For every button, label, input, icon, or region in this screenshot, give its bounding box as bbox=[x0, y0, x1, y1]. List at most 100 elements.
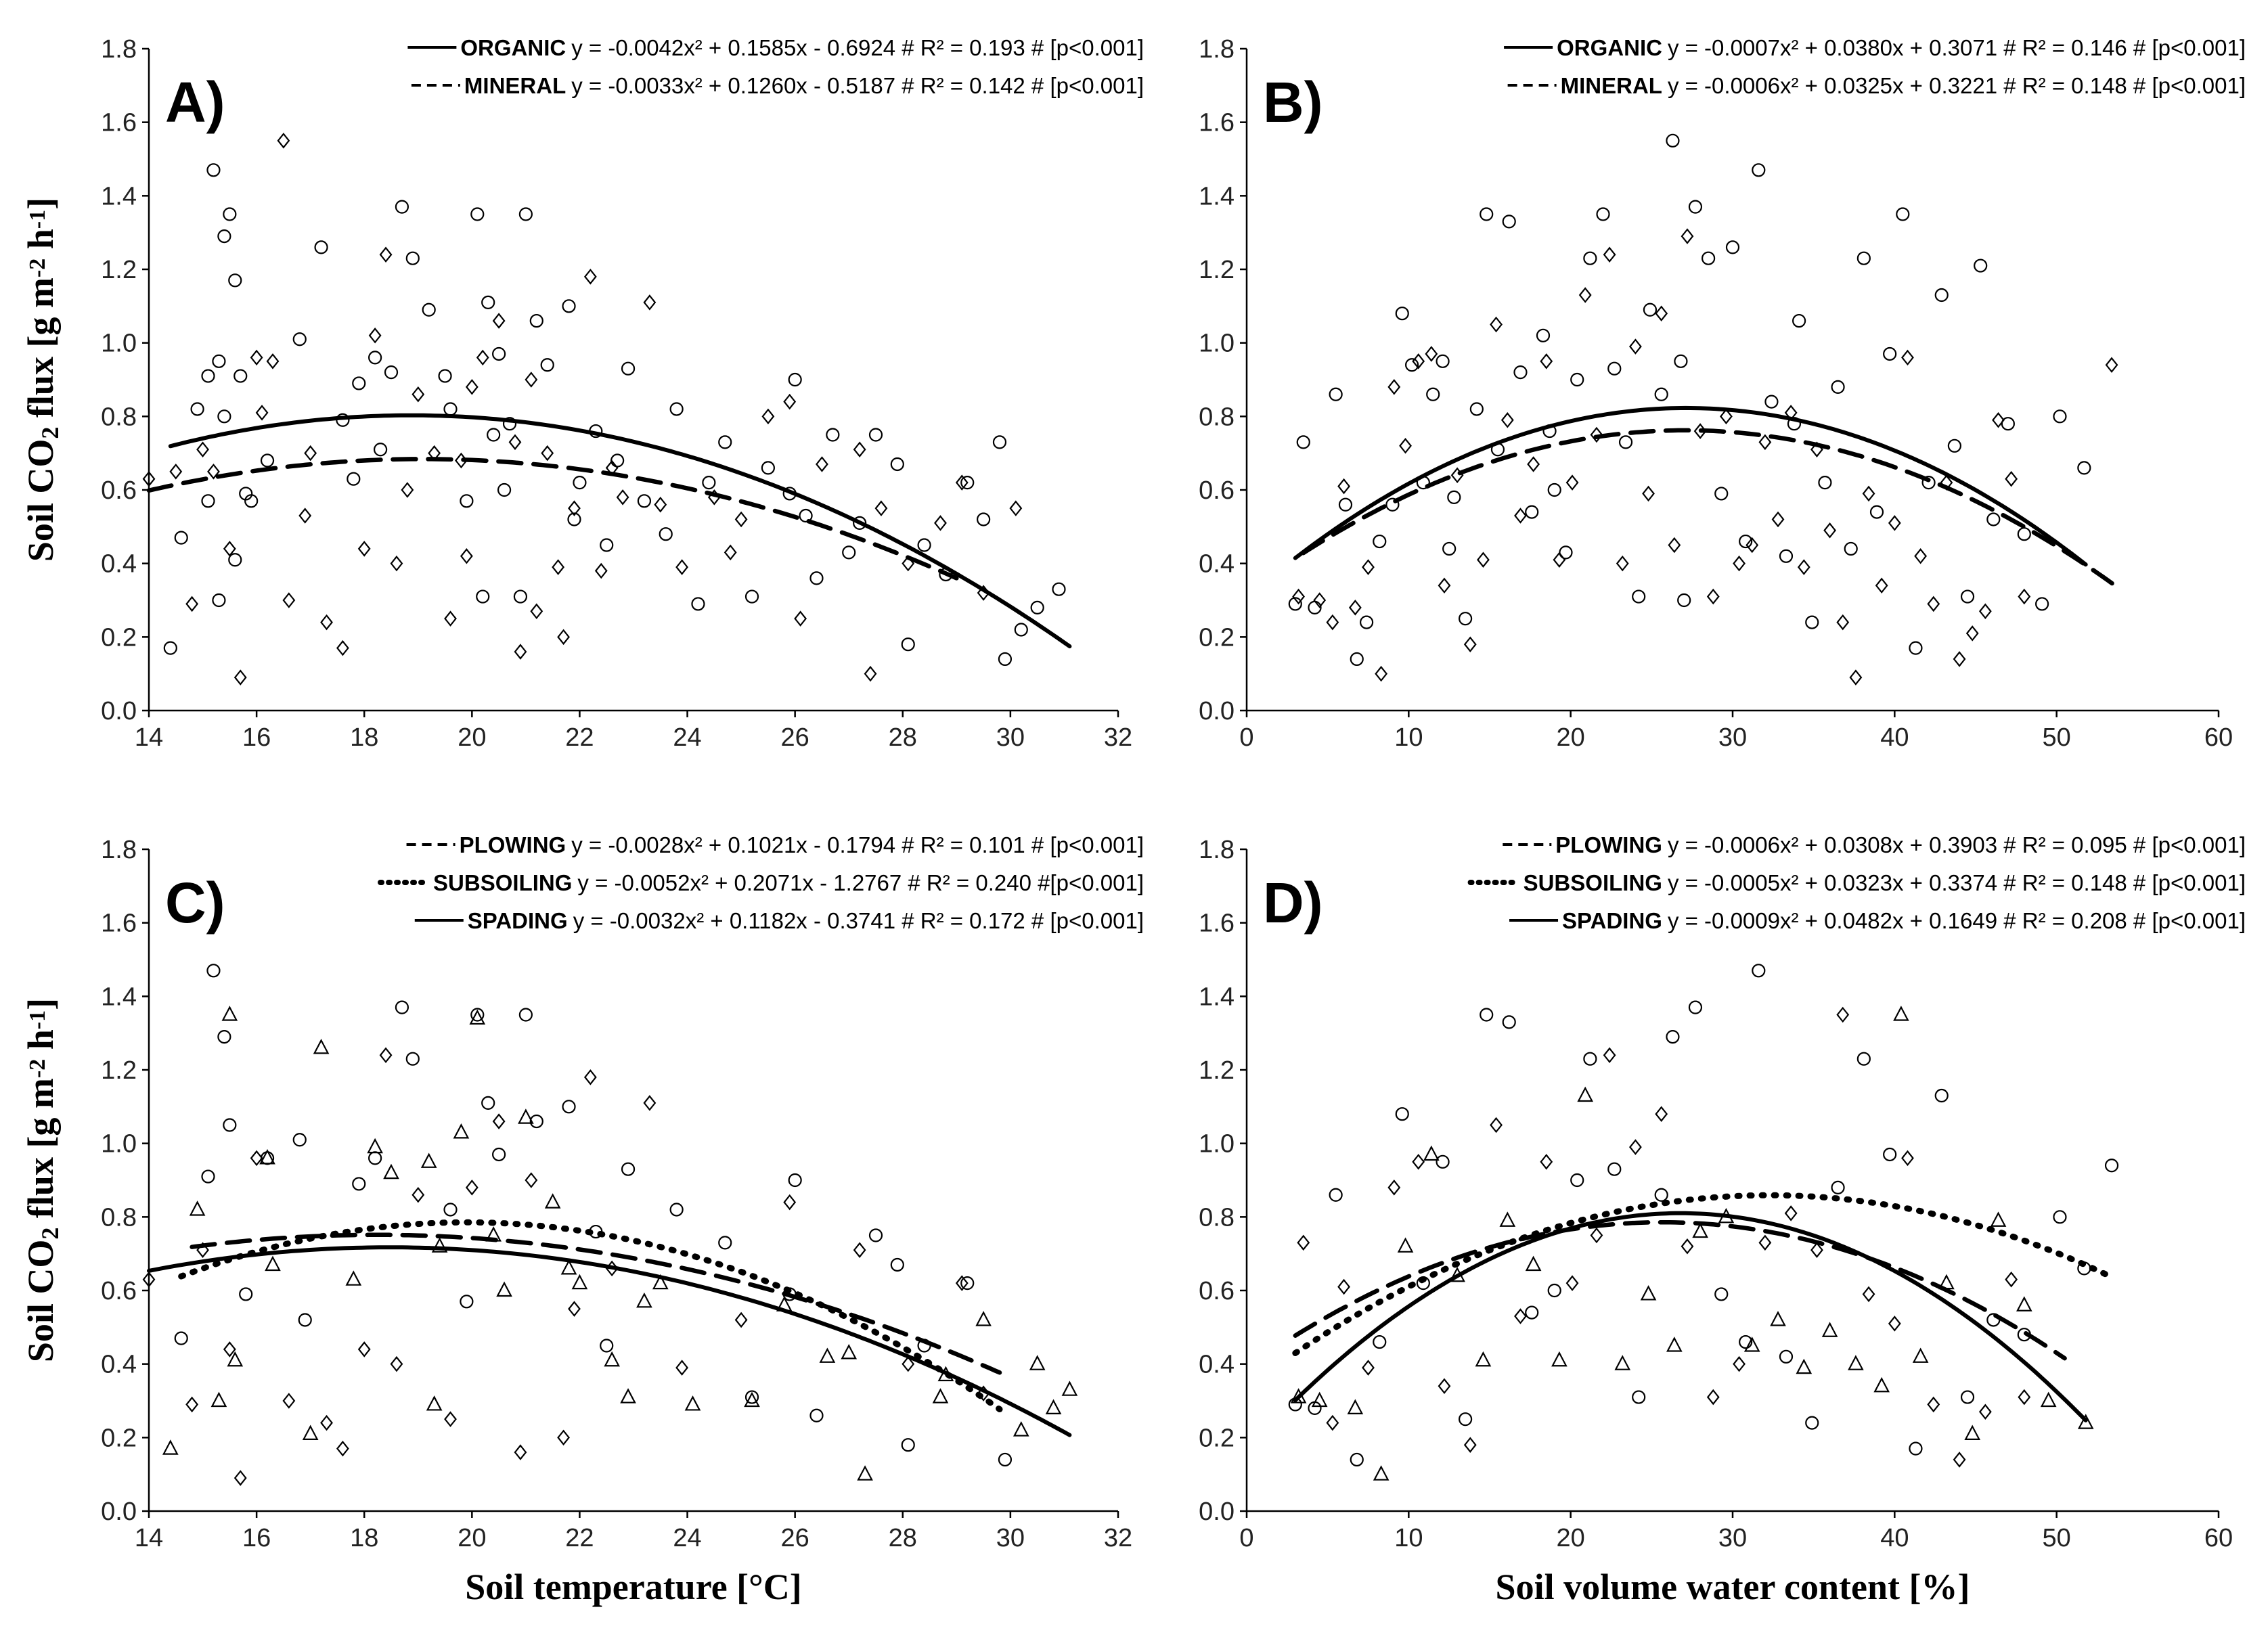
data-point bbox=[383, 1163, 399, 1180]
data-point bbox=[518, 1008, 533, 1022]
data-point bbox=[497, 482, 512, 497]
data-point bbox=[282, 1393, 296, 1409]
data-point bbox=[788, 372, 802, 387]
y-tick-label: 0.4 bbox=[1199, 550, 1235, 579]
data-point bbox=[917, 538, 931, 552]
data-point bbox=[1674, 354, 1688, 368]
data-point bbox=[960, 1276, 975, 1290]
data-point bbox=[1436, 1154, 1450, 1169]
data-point bbox=[1373, 1465, 1389, 1481]
data-point bbox=[1733, 1355, 1746, 1372]
data-point bbox=[594, 562, 608, 579]
data-point bbox=[481, 1096, 495, 1110]
data-point bbox=[206, 964, 221, 978]
data-point bbox=[1480, 207, 1494, 221]
data-point bbox=[734, 1311, 748, 1328]
legend-equation: y = -0.0009x² + 0.0482x + 0.1649 # R² = … bbox=[1668, 908, 2246, 933]
data-point bbox=[1618, 435, 1633, 449]
data-point bbox=[568, 500, 581, 516]
data-point bbox=[1308, 600, 1322, 614]
data-point bbox=[1668, 537, 1681, 554]
data-point bbox=[975, 1311, 992, 1326]
legend-entry-plowing: PLOWING y = -0.0006x² + 0.0308x + 0.3903 … bbox=[1503, 832, 2246, 857]
data-point bbox=[508, 434, 522, 451]
data-point bbox=[1964, 1424, 1981, 1440]
data-point bbox=[1965, 625, 1979, 642]
data-point bbox=[190, 402, 204, 416]
data-point bbox=[302, 1424, 319, 1440]
x-tick-label: 14 bbox=[135, 723, 163, 752]
data-point bbox=[1912, 1347, 1929, 1363]
data-point bbox=[1480, 1008, 1494, 1022]
x-tick-label: 24 bbox=[673, 723, 701, 752]
data-point bbox=[487, 428, 501, 442]
data-point bbox=[567, 512, 581, 526]
legend-equation: y = -0.0005x² + 0.0323x + 0.3374 # R² = … bbox=[1668, 870, 2246, 895]
data-point bbox=[1347, 1399, 1364, 1414]
data-point bbox=[460, 548, 473, 564]
legend-series-name: SUBSOILING bbox=[433, 870, 572, 895]
data-point bbox=[367, 1138, 383, 1154]
y-tick-label: 1.2 bbox=[1199, 1056, 1235, 1085]
legend-entry-subsoiling: SUBSOILING y = -0.0052x² + 0.2071x - 1.27… bbox=[378, 870, 1144, 895]
x-tick-label: 60 bbox=[2204, 723, 2233, 752]
data-point bbox=[819, 1347, 836, 1363]
data-point bbox=[1570, 372, 1584, 387]
data-point bbox=[1921, 476, 1936, 490]
y-axis-label: Soil CO2 flux [g m-2 h-1] bbox=[20, 198, 64, 562]
legend-entry-organic: ORGANIC y = -0.0007x² + 0.0380x + 0.3071 … bbox=[1504, 35, 2246, 60]
data-point bbox=[841, 1344, 858, 1360]
data-point bbox=[379, 1047, 393, 1064]
data-point bbox=[1373, 534, 1387, 549]
data-point bbox=[212, 354, 226, 368]
legend-text: ORGANIC y = -0.0007x² + 0.0380x + 0.3071 … bbox=[1557, 35, 2246, 60]
data-point bbox=[518, 1108, 534, 1124]
data-point bbox=[1934, 1088, 1949, 1103]
y-axis-label-part: ] bbox=[20, 998, 61, 1010]
data-point bbox=[1577, 1086, 1594, 1102]
data-point bbox=[1513, 365, 1528, 380]
fit-curve-organic bbox=[1293, 405, 2088, 567]
data-point bbox=[2035, 597, 2049, 611]
data-point bbox=[492, 1147, 506, 1162]
data-point bbox=[142, 470, 156, 487]
data-point bbox=[169, 464, 183, 480]
data-point bbox=[1399, 438, 1412, 454]
data-point bbox=[1752, 964, 1766, 978]
data-point bbox=[405, 251, 420, 265]
data-point bbox=[1425, 346, 1438, 362]
x-tick-label: 22 bbox=[565, 723, 594, 752]
data-point bbox=[783, 393, 797, 410]
fit-curve-subsoiling bbox=[1292, 1192, 2116, 1356]
y-axis-label-part: h bbox=[20, 229, 61, 259]
y-axis-label-part: h bbox=[20, 1029, 61, 1059]
y-tick-label: 0.8 bbox=[101, 403, 137, 431]
data-point bbox=[816, 456, 828, 472]
data-point bbox=[438, 369, 452, 383]
data-point bbox=[1565, 1275, 1579, 1291]
data-point bbox=[1362, 559, 1375, 575]
data-point bbox=[788, 1173, 802, 1188]
data-point bbox=[1688, 200, 1703, 214]
data-point bbox=[1654, 387, 1668, 401]
data-point bbox=[2105, 357, 2118, 374]
data-point bbox=[255, 405, 269, 421]
x-tick-label: 20 bbox=[1557, 1524, 1585, 1552]
y-axis-label-part: ] bbox=[20, 198, 61, 210]
series-spading-points bbox=[1290, 1006, 2094, 1481]
data-point bbox=[2053, 1210, 2067, 1224]
legend-equation: y = -0.0052x² + 0.2071x - 1.2767 # R² = … bbox=[577, 870, 1144, 895]
data-point bbox=[162, 1439, 179, 1455]
data-point bbox=[2001, 417, 2015, 431]
data-point bbox=[469, 1009, 486, 1025]
panel-c: 0.00.20.40.60.81.01.21.41.61.814 16 18 20 22… bbox=[20, 832, 1144, 1607]
legend-series-name: MINERAL bbox=[1561, 73, 1662, 98]
data-point bbox=[1856, 251, 1871, 265]
y-tick-label: 1.6 bbox=[101, 109, 137, 137]
data-point bbox=[314, 240, 328, 254]
data-point bbox=[1632, 589, 1646, 604]
data-point bbox=[1643, 302, 1658, 317]
data-point bbox=[560, 1259, 577, 1275]
data-point bbox=[1733, 555, 1746, 572]
data-point bbox=[868, 428, 883, 442]
